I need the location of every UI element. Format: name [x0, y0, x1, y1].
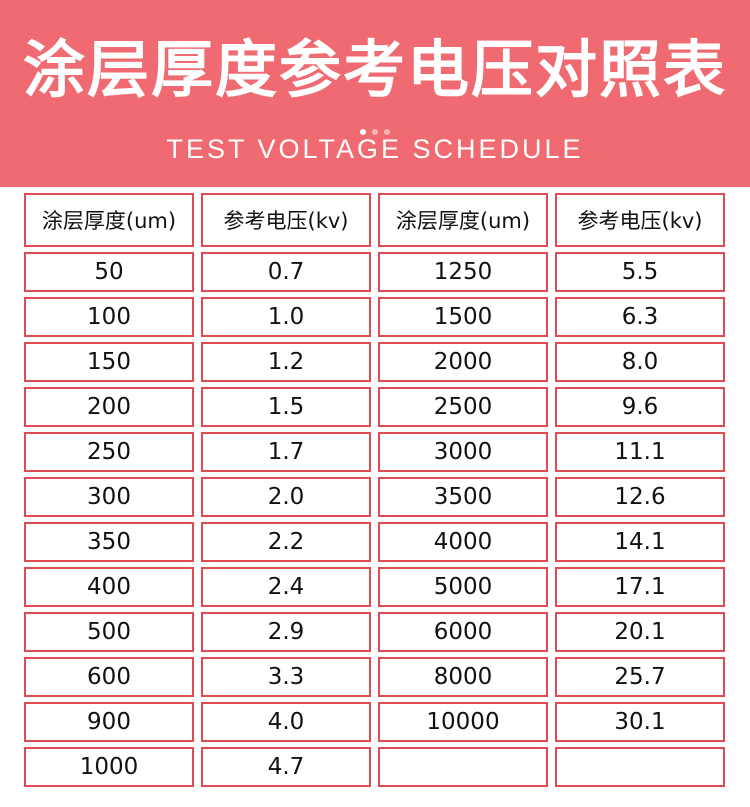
table-header-cell: 参考电压(kv) — [555, 193, 725, 247]
table-cell: 150 — [24, 342, 194, 382]
header-banner: 涂层厚度参考电压对照表 TEST VOLTAGE SCHEDULE — [0, 0, 750, 187]
table-cell — [378, 747, 548, 787]
table-cell: 2.4 — [201, 567, 371, 607]
table-cell: 1.2 — [201, 342, 371, 382]
table-cell: 6.3 — [555, 297, 725, 337]
table-cell: 1250 — [378, 252, 548, 292]
table-cell — [555, 747, 725, 787]
table-header-cell: 涂层厚度(um) — [24, 193, 194, 247]
table-header-cell: 涂层厚度(um) — [378, 193, 548, 247]
table-cell: 4.0 — [201, 702, 371, 742]
table-cell: 50 — [24, 252, 194, 292]
table-cell: 2000 — [378, 342, 548, 382]
table-cell: 2.2 — [201, 522, 371, 562]
table-cell: 6000 — [378, 612, 548, 652]
table-cell: 3500 — [378, 477, 548, 517]
table-cell: 1500 — [378, 297, 548, 337]
table-cell: 12.6 — [555, 477, 725, 517]
table-cell: 8000 — [378, 657, 548, 697]
table-cell: 11.1 — [555, 432, 725, 472]
table-cell: 5.5 — [555, 252, 725, 292]
dot-indicator — [384, 129, 390, 135]
table-cell: 2.0 — [201, 477, 371, 517]
table-cell: 100 — [24, 297, 194, 337]
table-cell: 300 — [24, 477, 194, 517]
table-cell: 4000 — [378, 522, 548, 562]
table-cell: 30.1 — [555, 702, 725, 742]
table-cell: 200 — [24, 387, 194, 427]
table-cell: 500 — [24, 612, 194, 652]
table-cell: 3000 — [378, 432, 548, 472]
table-cell: 8.0 — [555, 342, 725, 382]
table-cell: 25.7 — [555, 657, 725, 697]
table-cell: 5000 — [378, 567, 548, 607]
table-cell: 2.9 — [201, 612, 371, 652]
table-cell: 400 — [24, 567, 194, 607]
table-cell: 4.7 — [201, 747, 371, 787]
carousel-dots — [0, 120, 750, 139]
table-cell: 350 — [24, 522, 194, 562]
table-cell: 1000 — [24, 747, 194, 787]
table-cell: 1.0 — [201, 297, 371, 337]
table-header-cell: 参考电压(kv) — [201, 193, 371, 247]
table-cell: 600 — [24, 657, 194, 697]
dot-indicator — [360, 129, 366, 135]
voltage-table: 涂层厚度(um) 参考电压(kv) 涂层厚度(um) 参考电压(kv) 50 0.7 125… — [24, 193, 725, 787]
dot-indicator — [372, 129, 378, 135]
table-cell: 3.3 — [201, 657, 371, 697]
table-cell: 17.1 — [555, 567, 725, 607]
table-cell: 10000 — [378, 702, 548, 742]
table-cell: 0.7 — [201, 252, 371, 292]
table-cell: 1.7 — [201, 432, 371, 472]
table-cell: 9.6 — [555, 387, 725, 427]
table-cell: 14.1 — [555, 522, 725, 562]
table-cell: 250 — [24, 432, 194, 472]
page-title: 涂层厚度参考电压对照表 — [22, 33, 727, 106]
table-cell: 20.1 — [555, 612, 725, 652]
table-cell: 900 — [24, 702, 194, 742]
table-cell: 1.5 — [201, 387, 371, 427]
page-subtitle: TEST VOLTAGE SCHEDULE — [166, 134, 584, 164]
table-cell: 2500 — [378, 387, 548, 427]
